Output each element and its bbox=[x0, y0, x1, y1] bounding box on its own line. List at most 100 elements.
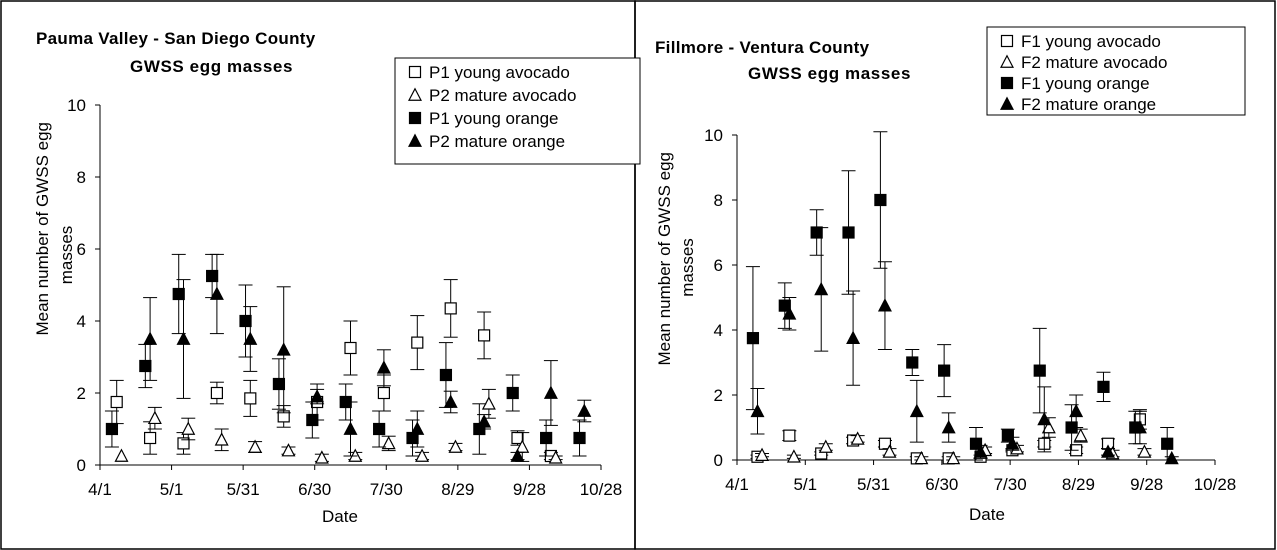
legend-marker bbox=[1000, 76, 1014, 90]
x-tick-label: 5/1 bbox=[793, 475, 817, 494]
data-point bbox=[114, 448, 129, 462]
data-point bbox=[842, 226, 855, 239]
series-2 bbox=[745, 131, 1175, 461]
y-tick-label: 2 bbox=[77, 384, 86, 403]
data-point bbox=[144, 431, 157, 445]
data-point bbox=[276, 342, 291, 356]
data-point bbox=[818, 439, 833, 453]
y-tick-label: 0 bbox=[77, 456, 86, 475]
legend-label: F2 mature orange bbox=[1021, 95, 1156, 114]
x-tick-label: 7/30 bbox=[994, 475, 1027, 494]
legend-marker bbox=[408, 87, 422, 101]
x-tick-label: 6/30 bbox=[925, 475, 958, 494]
data-point bbox=[373, 422, 386, 436]
data-point bbox=[214, 432, 229, 446]
data-point bbox=[1005, 436, 1020, 450]
data-point bbox=[783, 429, 796, 442]
data-point bbox=[938, 364, 951, 377]
data-point bbox=[874, 193, 887, 207]
data-point bbox=[381, 435, 396, 450]
legend-marker bbox=[1000, 34, 1014, 48]
chart-title: Fillmore - Ventura County bbox=[655, 38, 870, 57]
chart-subtitle: GWSS egg masses bbox=[748, 64, 911, 83]
x-tick-label: 6/30 bbox=[298, 480, 331, 499]
y-axis-label-line2: masses bbox=[678, 238, 697, 297]
x-tick-label: 8/29 bbox=[441, 480, 474, 499]
right-panel-border bbox=[634, 0, 1276, 550]
data-point bbox=[477, 414, 492, 428]
data-point bbox=[755, 447, 770, 461]
data-point bbox=[577, 403, 592, 417]
y-tick-label: 4 bbox=[714, 321, 723, 340]
data-point bbox=[410, 421, 425, 435]
data-point bbox=[448, 439, 463, 453]
series-3 bbox=[143, 253, 592, 462]
legend-label: P2 mature avocado bbox=[429, 86, 576, 105]
series-1 bbox=[755, 417, 1152, 465]
data-point bbox=[110, 395, 123, 409]
data-point bbox=[1137, 444, 1152, 458]
data-point bbox=[510, 448, 525, 462]
data-point bbox=[548, 450, 563, 464]
data-point bbox=[1164, 450, 1179, 465]
y-tick-label: 2 bbox=[714, 386, 723, 405]
x-tick-label: 9/28 bbox=[1130, 475, 1163, 494]
data-point bbox=[439, 368, 453, 382]
data-point bbox=[281, 443, 296, 457]
legend-box bbox=[986, 26, 1246, 116]
y-tick-label: 6 bbox=[77, 240, 86, 259]
y-tick-label: 10 bbox=[67, 96, 86, 115]
data-point bbox=[248, 439, 263, 453]
data-point bbox=[105, 422, 119, 436]
data-point bbox=[443, 394, 458, 408]
data-point bbox=[206, 269, 219, 283]
x-tick-label: 8/29 bbox=[1062, 475, 1095, 494]
data-point bbox=[815, 447, 828, 460]
data-point bbox=[814, 281, 829, 296]
x-tick-label: 9/28 bbox=[513, 480, 546, 499]
data-point bbox=[846, 330, 861, 344]
data-point bbox=[243, 331, 258, 345]
x-axis-label: Date bbox=[322, 507, 358, 526]
data-point bbox=[946, 450, 961, 465]
data-point bbox=[778, 299, 791, 312]
data-point bbox=[1132, 419, 1147, 434]
y-tick-label: 0 bbox=[714, 451, 723, 470]
data-point bbox=[1073, 428, 1088, 442]
data-point bbox=[969, 437, 983, 450]
data-point bbox=[176, 331, 191, 345]
data-point bbox=[914, 450, 929, 465]
y-tick-label: 8 bbox=[714, 191, 723, 210]
data-point bbox=[909, 403, 924, 418]
y-axis-label: Mean number of GWSS egg bbox=[33, 122, 52, 336]
y-tick-label: 4 bbox=[77, 312, 86, 331]
data-point bbox=[941, 419, 956, 434]
data-point bbox=[411, 336, 424, 349]
x-tick-label: 4/1 bbox=[88, 480, 112, 499]
data-point bbox=[540, 431, 553, 445]
data-point bbox=[782, 306, 797, 320]
data-point bbox=[478, 329, 491, 342]
x-tick-label: 5/31 bbox=[227, 480, 260, 499]
x-tick-label: 5/1 bbox=[160, 480, 184, 499]
data-point bbox=[377, 386, 390, 400]
data-point bbox=[344, 341, 357, 355]
data-point bbox=[750, 403, 765, 418]
data-point bbox=[746, 332, 760, 345]
data-point bbox=[1161, 437, 1174, 450]
x-axis-label: Date bbox=[969, 505, 1005, 524]
data-point bbox=[973, 444, 988, 458]
legend-label: F1 young avocado bbox=[1021, 32, 1161, 51]
fillmore-chart: Fillmore - Ventura County GWSS egg masses… bbox=[655, 26, 1246, 524]
chart-subtitle: GWSS egg masses bbox=[130, 57, 293, 76]
data-point bbox=[444, 302, 457, 315]
data-point bbox=[1069, 403, 1084, 418]
data-point bbox=[1041, 419, 1056, 434]
legend-label: F1 young orange bbox=[1021, 74, 1150, 93]
pauma-valley-chart: Pauma Valley - San Diego County GWSS egg … bbox=[33, 29, 641, 526]
legend-label: P1 young orange bbox=[429, 109, 559, 128]
series-2 bbox=[104, 253, 587, 457]
data-point bbox=[272, 377, 286, 391]
series-3 bbox=[750, 227, 1179, 465]
